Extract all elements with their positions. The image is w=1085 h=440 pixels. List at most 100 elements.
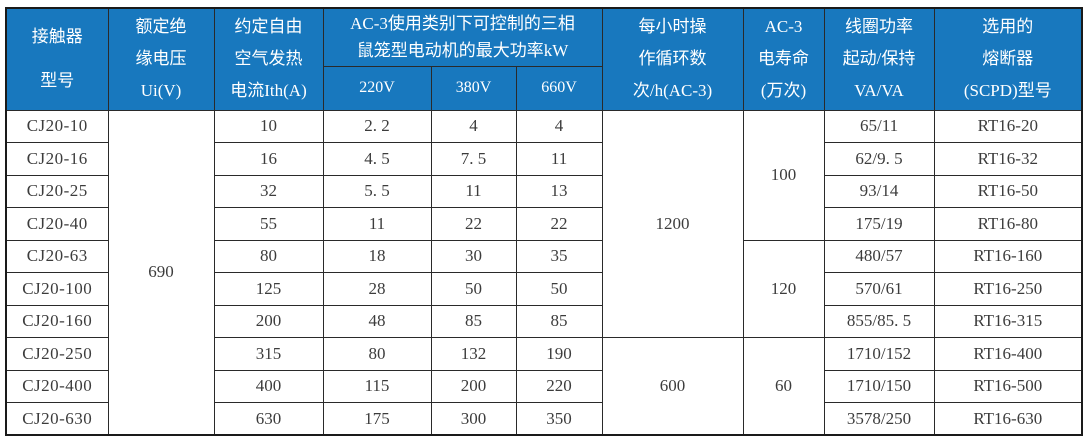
cell-coil-power: 93/14 bbox=[823, 174, 935, 208]
cell-power-380: 50 bbox=[430, 272, 517, 306]
table-row: CJ20-160 200 48 85 85 855/85. 5 RT16-315 bbox=[5, 304, 1083, 338]
cell-coil-power: 1710/152 bbox=[823, 337, 935, 371]
cell-coil-power: 62/9. 5 bbox=[823, 142, 935, 176]
cell-power-220: 4. 5 bbox=[322, 142, 432, 176]
table-body: CJ20-10 690 10 2. 2 4 4 1200 100 65/11 R… bbox=[5, 109, 1083, 436]
table-row: CJ20-25 32 5. 5 11 13 93/14 RT16-50 bbox=[5, 174, 1083, 208]
cell-electrical-life-group2: 120 bbox=[742, 239, 825, 338]
cell-coil-power: 3578/250 bbox=[823, 402, 935, 436]
cell-power-380: 85 bbox=[430, 304, 517, 338]
cell-power-660: 50 bbox=[515, 272, 603, 306]
cell-power-660: 4 bbox=[515, 109, 603, 143]
cell-fuse-model: RT16-32 bbox=[933, 142, 1083, 176]
col-header-coil-power: 线圈功率 起动/保持 VA/VA bbox=[823, 7, 935, 111]
cell-ith: 630 bbox=[213, 402, 324, 436]
cell-coil-power: 175/19 bbox=[823, 207, 935, 241]
cell-model: CJ20-630 bbox=[5, 402, 109, 436]
cell-ith: 400 bbox=[213, 369, 324, 403]
cell-electrical-life-group3: 60 bbox=[742, 337, 825, 436]
header-line: (万次) bbox=[760, 81, 807, 101]
table-row: CJ20-63 80 18 30 35 120 480/57 RT16-160 bbox=[5, 239, 1083, 338]
cell-model: CJ20-250 bbox=[5, 337, 109, 371]
cell-power-220: 2. 2 bbox=[322, 109, 432, 143]
col-header-electrical-life: AC-3 电寿命 (万次) bbox=[742, 7, 825, 111]
header-line: (SCPD)型号 bbox=[963, 81, 1052, 101]
table-row: CJ20-16 16 4. 5 7. 5 11 62/9. 5 RT16-32 bbox=[5, 142, 1083, 176]
cell-power-220: 175 bbox=[322, 402, 432, 436]
cell-coil-power: 570/61 bbox=[823, 272, 935, 306]
cell-coil-power: 855/85. 5 bbox=[823, 304, 935, 338]
col-header-220v: 220V bbox=[322, 65, 432, 111]
cell-power-660: 190 bbox=[515, 337, 603, 371]
cell-fuse-model: RT16-50 bbox=[933, 174, 1083, 208]
header-row-top: 接触器 型号 额定绝 缘电压 Ui(V) 约定自由 空气发热 电流Ith(A) … bbox=[5, 7, 1083, 111]
header-line: VA/VA bbox=[854, 81, 904, 101]
cell-power-380: 300 bbox=[430, 402, 517, 436]
cell-ith: 125 bbox=[213, 272, 324, 306]
cell-fuse-model: RT16-500 bbox=[933, 369, 1083, 403]
table-row: CJ20-250 315 80 132 190 600 60 1710/152 … bbox=[5, 337, 1083, 436]
header-line: 缘电压 bbox=[135, 49, 187, 69]
header-line: 接触器 bbox=[31, 27, 83, 47]
header-line: Ui(V) bbox=[140, 81, 182, 101]
cell-ith: 32 bbox=[213, 174, 324, 208]
col-header-operating-cycles: 每小时操 作循环数 次/h(AC-3) bbox=[601, 7, 744, 111]
cell-power-380: 7. 5 bbox=[430, 142, 517, 176]
contactor-spec-table: 接触器 型号 额定绝 缘电压 Ui(V) 约定自由 空气发热 电流Ith(A) … bbox=[5, 7, 1084, 436]
table-row: CJ20-630 630 175 300 350 3578/250 RT16-6… bbox=[5, 402, 1083, 436]
cell-power-380: 30 bbox=[430, 239, 517, 273]
cell-power-660: 11 bbox=[515, 142, 603, 176]
cell-power-660: 22 bbox=[515, 207, 603, 241]
cell-cycles-per-hour-group1: 1200 bbox=[601, 109, 744, 338]
cell-ith: 200 bbox=[213, 304, 324, 338]
col-header-660v: 660V bbox=[515, 65, 603, 111]
cell-coil-power: 65/11 bbox=[823, 109, 935, 143]
cell-coil-power: 1710/150 bbox=[823, 369, 935, 403]
header-line: 鼠笼型电动机的最大功率kW bbox=[356, 41, 569, 61]
cell-power-380: 132 bbox=[430, 337, 517, 371]
col-header-fuse-model: 选用的 熔断器 (SCPD)型号 bbox=[933, 7, 1083, 111]
cell-fuse-model: RT16-160 bbox=[933, 239, 1083, 273]
table-row: CJ20-400 400 115 200 220 1710/150 RT16-5… bbox=[5, 369, 1083, 403]
cell-power-220: 80 bbox=[322, 337, 432, 371]
col-header-thermal-current: 约定自由 空气发热 电流Ith(A) bbox=[213, 7, 324, 111]
header-line: 约定自由 bbox=[234, 17, 303, 37]
cell-power-660: 350 bbox=[515, 402, 603, 436]
col-header-380v: 380V bbox=[430, 65, 517, 111]
col-header-contactor-model: 接触器 型号 bbox=[5, 7, 109, 111]
cell-ui-rated-voltage: 690 bbox=[107, 109, 215, 436]
cell-fuse-model: RT16-20 bbox=[933, 109, 1083, 143]
cell-model: CJ20-10 bbox=[5, 109, 109, 143]
cell-ith: 10 bbox=[213, 109, 324, 143]
header-line: 空气发热 bbox=[234, 49, 303, 69]
header-line: 线圈功率 bbox=[845, 17, 914, 37]
header-line: 电寿命 bbox=[758, 49, 810, 69]
cell-ith: 80 bbox=[213, 239, 324, 273]
cell-power-660: 220 bbox=[515, 369, 603, 403]
cell-cycles-per-hour-group2: 600 bbox=[601, 337, 744, 436]
cell-power-660: 13 bbox=[515, 174, 603, 208]
header-line: 电流Ith(A) bbox=[230, 81, 307, 101]
cell-fuse-model: RT16-630 bbox=[933, 402, 1083, 436]
cell-ith: 55 bbox=[213, 207, 324, 241]
cell-power-220: 28 bbox=[322, 272, 432, 306]
cell-model: CJ20-16 bbox=[5, 142, 109, 176]
header-line: 熔断器 bbox=[982, 49, 1034, 69]
cell-power-380: 11 bbox=[430, 174, 517, 208]
header-line: 作循环数 bbox=[638, 49, 707, 69]
table-row: CJ20-10 690 10 2. 2 4 4 1200 100 65/11 R… bbox=[5, 109, 1083, 436]
table-row: CJ20-40 55 11 22 22 175/19 RT16-80 bbox=[5, 207, 1083, 241]
col-header-ac3-max-power-group: AC-3使用类别下可控制的三相 鼠笼型电动机的最大功率kW bbox=[322, 7, 603, 67]
cell-model: CJ20-63 bbox=[5, 239, 109, 273]
cell-model: CJ20-160 bbox=[5, 304, 109, 338]
cell-coil-power: 480/57 bbox=[823, 239, 935, 273]
cell-power-660: 85 bbox=[515, 304, 603, 338]
header-line: AC-3 bbox=[764, 17, 803, 37]
cell-power-220: 48 bbox=[322, 304, 432, 338]
table-row: CJ20-100 125 28 50 50 570/61 RT16-250 bbox=[5, 272, 1083, 306]
header-line: 选用的 bbox=[982, 17, 1034, 37]
cell-power-380: 200 bbox=[430, 369, 517, 403]
header-line: 额定绝 bbox=[135, 17, 187, 37]
cell-fuse-model: RT16-315 bbox=[933, 304, 1083, 338]
